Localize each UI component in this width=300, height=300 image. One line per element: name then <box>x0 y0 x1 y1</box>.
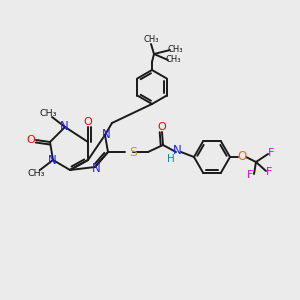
Text: O: O <box>27 135 35 145</box>
Text: F: F <box>247 170 253 180</box>
Text: N: N <box>60 119 68 133</box>
Text: CH₃: CH₃ <box>167 46 183 55</box>
Text: S: S <box>129 146 137 158</box>
Text: CH₃: CH₃ <box>165 56 181 64</box>
Text: CH₃: CH₃ <box>39 109 57 118</box>
Text: N: N <box>172 145 182 158</box>
Text: F: F <box>266 167 272 177</box>
Text: N: N <box>92 161 100 175</box>
Text: N: N <box>102 128 110 140</box>
Text: CH₃: CH₃ <box>27 169 45 178</box>
Text: H: H <box>167 154 175 164</box>
Text: N: N <box>48 154 56 167</box>
Text: O: O <box>158 122 166 132</box>
Text: CH₃: CH₃ <box>143 34 159 43</box>
Text: F: F <box>268 148 274 158</box>
Text: O: O <box>84 117 92 127</box>
Text: O: O <box>237 151 247 164</box>
